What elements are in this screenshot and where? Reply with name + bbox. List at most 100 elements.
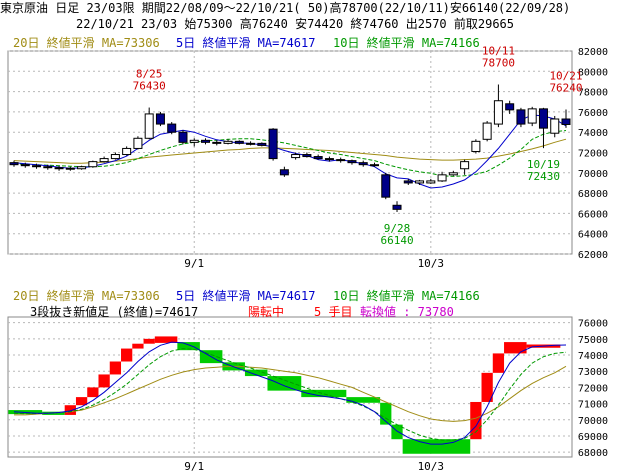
candle-body — [122, 147, 132, 156]
annotation-date: 9/28 — [384, 222, 411, 235]
annotation-value: 66140 — [380, 234, 413, 247]
annotation-date: 10/11 — [482, 44, 515, 57]
candle-body — [381, 174, 391, 198]
candle-body — [550, 118, 560, 134]
candle-y-tick-label: 66000 — [578, 209, 608, 220]
candle-body — [527, 108, 537, 124]
renko-brick — [301, 389, 347, 398]
candle-body — [313, 156, 323, 160]
renko-brick — [154, 336, 178, 343]
candle-legend-ma10: 10日 終値平滑 MA=74166 — [333, 35, 480, 50]
candle-body — [223, 140, 233, 144]
candle-body — [212, 141, 222, 144]
candle-y-tick-label: 64000 — [578, 230, 608, 241]
candle-body — [358, 162, 368, 166]
candle-body — [133, 137, 143, 149]
renko-y-tick-label: 69000 — [578, 432, 608, 443]
candle-y-tick-label: 82000 — [578, 47, 608, 58]
candle-body — [403, 180, 413, 184]
candle-x-tick-label: 9/1 — [184, 257, 204, 270]
renko-x-tick-label: 10/3 — [418, 460, 445, 473]
renko-brick — [143, 338, 155, 344]
annotation-date: 8/25 — [136, 68, 163, 81]
candle-body — [20, 164, 30, 167]
chart-header: 東京原油 日足 23/03限 期間22/08/09～22/10/21( 50)高… — [0, 0, 624, 34]
renko-y-tick-label: 75000 — [578, 335, 608, 346]
candle-body — [201, 139, 211, 143]
renko-legend-ma5: 5日 終値平滑 MA=74617 — [176, 288, 315, 303]
renko-brick — [132, 343, 144, 349]
candle-body — [415, 180, 425, 184]
renko-y-tick-label: 72000 — [578, 383, 608, 394]
ma10-line — [13, 130, 567, 177]
candle-body — [471, 140, 481, 152]
renko-info-mode: 3段抜き新値足 (終値)=74617 — [30, 304, 198, 319]
candle-body — [189, 139, 199, 143]
candle-legend-ma20: 20日 終値平滑 MA=73306 — [13, 35, 160, 50]
annotation-value: 72430 — [527, 170, 560, 183]
renko-info-state: 陽転中 — [248, 304, 284, 319]
annotation-value: 76430 — [133, 80, 166, 93]
candle-body — [493, 100, 503, 125]
candle-body — [460, 161, 470, 170]
candle-body — [505, 103, 515, 111]
candle-body — [99, 158, 109, 163]
renko-x-tick-label: 9/1 — [184, 460, 204, 473]
candle-body — [43, 166, 53, 169]
candle-body — [257, 142, 267, 146]
candle-y-tick-label: 68000 — [578, 189, 608, 200]
candle-body — [392, 204, 402, 210]
header-line-2: 22/10/21 23/03 始75300 高76240 安74420 終747… — [76, 17, 515, 31]
candle-y-tick-label: 62000 — [578, 250, 608, 261]
annotation-date: 10/19 — [527, 158, 560, 171]
renko-brick — [267, 376, 302, 391]
candle-body — [279, 169, 289, 176]
renko-y-tick-label: 73000 — [578, 367, 608, 378]
renko-brick — [504, 342, 527, 354]
renko-brick — [391, 424, 403, 440]
renko-brick — [177, 342, 200, 351]
candle-body — [167, 123, 177, 133]
renko-info-step: 5 手目 — [314, 305, 352, 319]
candle-legend-ma5: 5日 終値平滑 MA=74617 — [176, 35, 315, 50]
ma5-line — [13, 114, 567, 189]
renko-ma20-line — [14, 365, 567, 422]
candle-body — [65, 167, 75, 170]
candle-body — [178, 131, 188, 143]
renko-brick — [402, 439, 471, 454]
candle-body — [561, 118, 571, 125]
candle-body — [32, 165, 42, 168]
renko-y-tick-label: 70000 — [578, 416, 608, 427]
candle-x-tick-label: 10/3 — [418, 257, 445, 270]
renko-brick — [75, 397, 88, 406]
candle-body — [246, 142, 256, 145]
candle-body — [144, 113, 154, 139]
candle-body — [9, 162, 19, 166]
candle-body — [426, 180, 436, 184]
candle-body — [234, 140, 244, 144]
candle-body — [155, 113, 165, 125]
annotation-value: 78700 — [482, 56, 515, 69]
candle-y-tick-label: 76000 — [578, 108, 608, 119]
candle-body — [437, 174, 447, 182]
renko-brick — [470, 401, 482, 440]
renko-brick — [481, 372, 493, 402]
annotation-value: 76240 — [549, 81, 582, 94]
candle-body — [538, 108, 548, 129]
renko-brick — [492, 353, 505, 373]
candle-body — [302, 154, 312, 158]
annotation-date: 10/21 — [549, 69, 582, 82]
renko-brick — [64, 405, 76, 415]
renko-ma5-line — [13, 341, 567, 445]
candle-body — [268, 128, 278, 160]
renko-brick — [346, 397, 381, 403]
candle-body — [54, 167, 64, 170]
ma20-line — [13, 138, 567, 164]
renko-brick — [244, 369, 268, 377]
candle-body — [516, 109, 526, 125]
renko-legend-ma20: 20日 終値平滑 MA=73306 — [13, 288, 160, 303]
candle-body — [77, 166, 87, 170]
renko-y-tick-label: 68000 — [578, 448, 608, 459]
renko-brick — [109, 361, 122, 375]
